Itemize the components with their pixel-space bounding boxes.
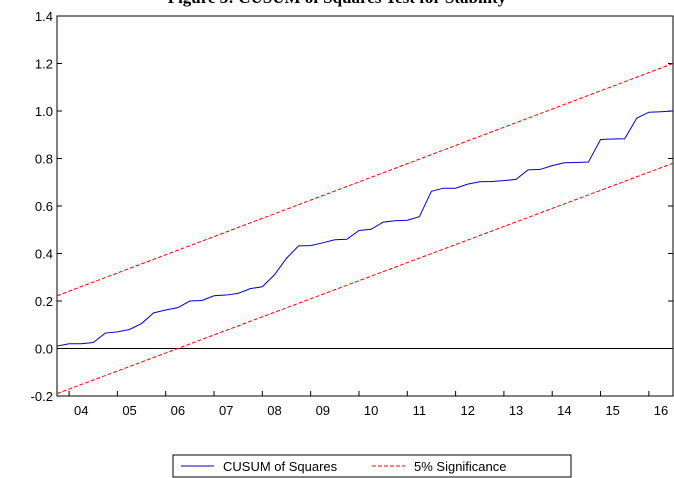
chart-title: Figure 3: CUSUM of Squares Test for Stab… [0,0,674,8]
y-tick-label: 0.8 [35,152,53,167]
legend-label: 5% Significance [414,459,507,474]
x-tick-label: 13 [509,403,523,418]
x-tick-label: 08 [267,403,281,418]
x-tick-label: 09 [316,403,330,418]
legend: CUSUM of Squares 5% Significance [172,454,572,478]
upper-significance-line [56,63,674,297]
x-tick-label: 10 [364,403,378,418]
x-tick-label: 07 [219,403,233,418]
y-tick-label: 0.4 [35,247,53,262]
x-tick-label: 14 [557,403,571,418]
x-tick-label: 05 [122,403,136,418]
chart-title-area: Figure 3: CUSUM of Squares Test for Stab… [0,0,674,8]
x-tick-label: 15 [605,403,619,418]
y-tick-label: 1.0 [35,104,53,119]
y-tick-label: -0.2 [31,389,53,404]
x-tick-label: 04 [74,403,88,418]
y-tick-label: 1.2 [35,57,53,72]
plot-frame [56,15,674,397]
y-tick-label: 1.4 [35,9,53,24]
x-tick-label: 12 [461,403,475,418]
x-tick-label: 06 [171,403,185,418]
y-tick-label: 0.0 [35,342,53,357]
x-tick-label: 16 [654,403,668,418]
legend-label: CUSUM of Squares [223,459,338,474]
x-tick-label: 11 [413,403,427,418]
y-tick-label: 0.2 [35,294,53,309]
y-tick-label: 0.6 [35,199,53,214]
lower-significance-line [56,162,674,395]
cusum-squares-line [56,110,674,347]
